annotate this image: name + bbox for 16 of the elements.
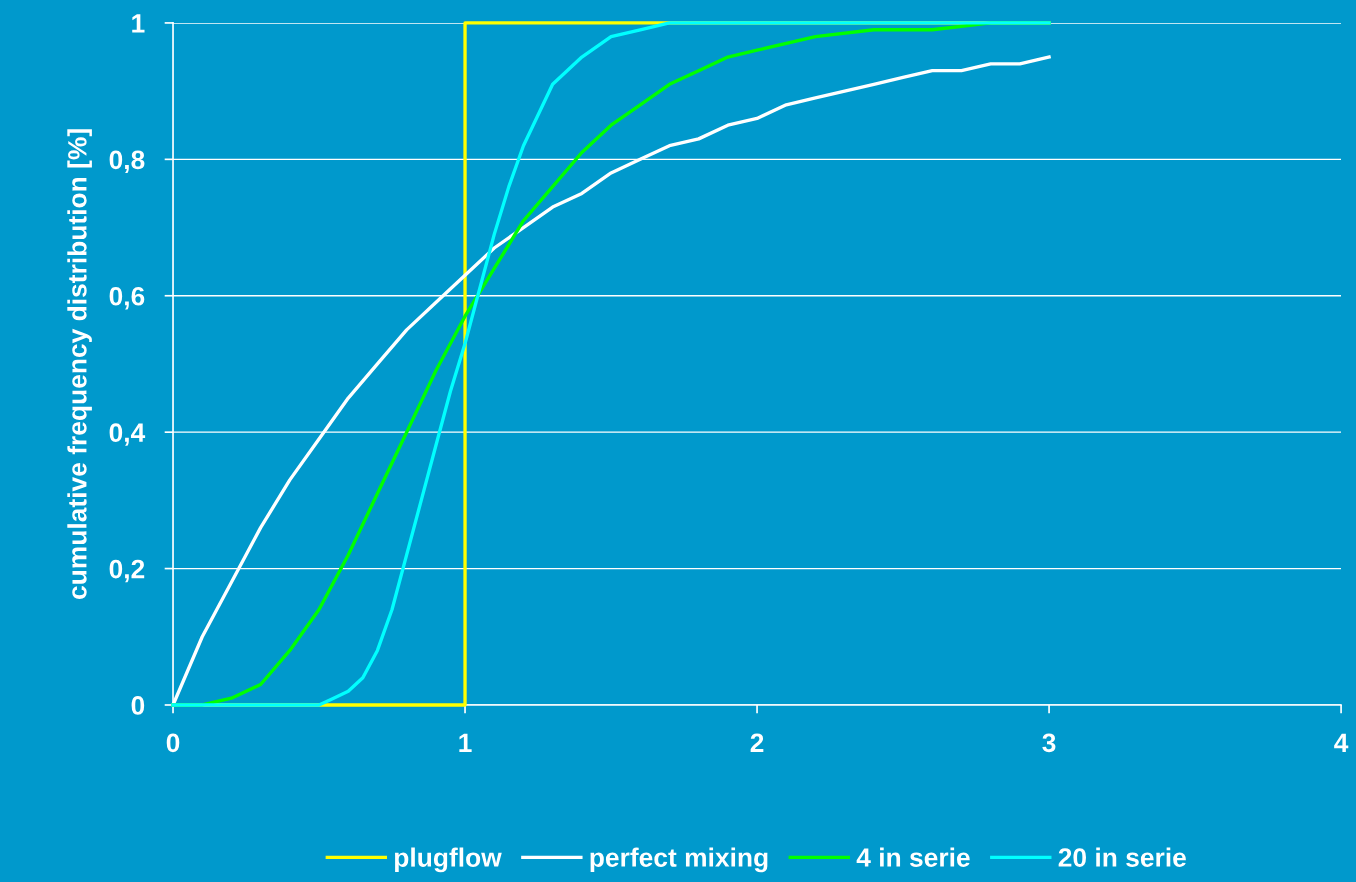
x-tick-label: 2 [750, 733, 764, 752]
y-tick-label: 0,6 [109, 286, 145, 310]
legend-label: 4 in serie [856, 847, 970, 867]
y-tick-label: 0 [131, 696, 145, 715]
y-tick-label: 0,8 [109, 150, 145, 173]
y-tick-label: 1 [132, 14, 145, 33]
y-tick-label: 0,2 [109, 559, 145, 583]
x-tick-label: 0 [166, 733, 180, 753]
legend-label: perfect mixing [590, 847, 768, 873]
legend-label: plugflow [395, 847, 502, 873]
x-tick-label: 4 [1334, 733, 1349, 752]
legend-label: 20 in serie [1058, 847, 1186, 867]
x-tick-label: 1 [459, 733, 472, 752]
y-tick-label: 0,4 [109, 423, 146, 446]
y-axis-title: cumulative frequency distribution [%] [67, 129, 92, 599]
x-tick-label: 3 [1042, 733, 1056, 753]
